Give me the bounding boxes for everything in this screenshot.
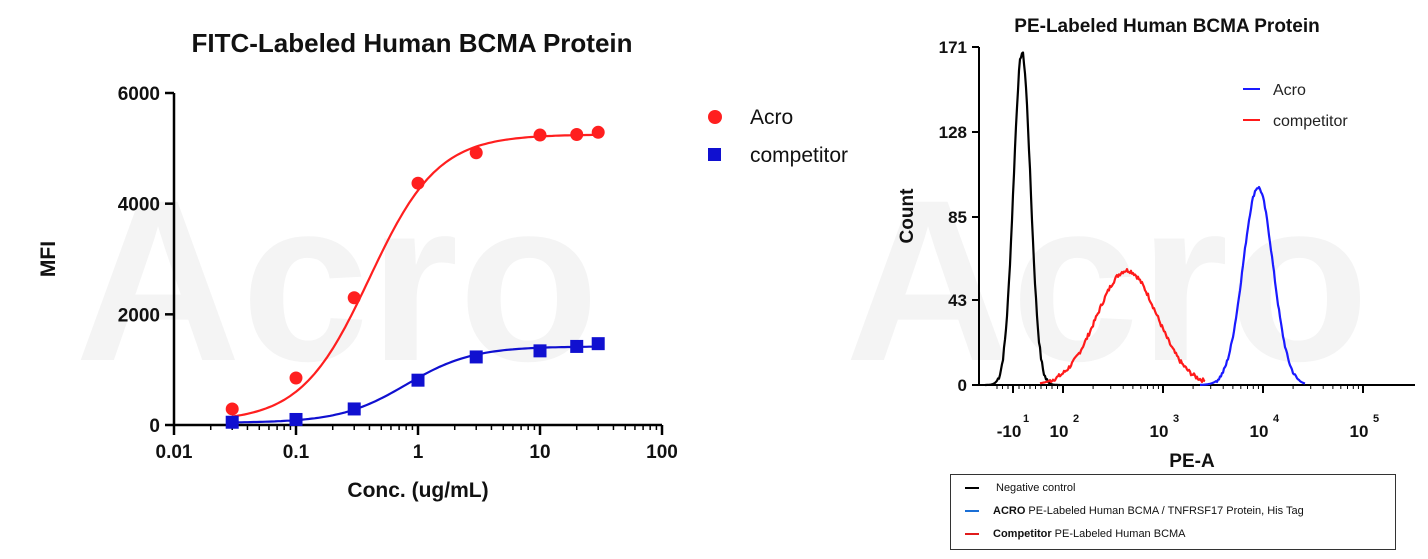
histogram-competitor [1039, 268, 1206, 385]
data-point [469, 146, 483, 160]
right-chart-title: PE-Labeled Human BCMA Protein [1014, 16, 1319, 37]
y-tick-label: 0 [149, 416, 160, 437]
data-point [225, 415, 239, 429]
left-legend: Acro competitor [708, 106, 848, 167]
watermark-left: Acro [75, 152, 599, 409]
bottom-legend-text: Negative control [996, 482, 1076, 494]
data-point [289, 412, 303, 426]
bottom-legend-text: PE-Labeled Human BCMA [1054, 528, 1186, 540]
x-tick-label: 10 [1150, 422, 1169, 441]
right-chart: PE-Labeled Human BCMA Protein 0438512817… [897, 16, 1415, 472]
bottom-legend-bold: ACRO [993, 505, 1026, 517]
data-point [591, 125, 605, 139]
data-point [591, 337, 605, 351]
x-tick-exponent: 3 [1173, 413, 1179, 425]
y-tick-label: 43 [948, 291, 967, 310]
data-point [411, 176, 425, 190]
data-point [411, 373, 425, 387]
right-legend: Acro competitor [1243, 82, 1348, 130]
y-tick-label: 128 [939, 123, 967, 142]
x-tick-label: 0.01 [156, 442, 193, 463]
data-point [469, 350, 483, 364]
x-tick-label: 10 [529, 442, 550, 463]
histogram-acro [1199, 185, 1306, 386]
bottom-legend-item: Competitor PE-Labeled Human BCMA [965, 528, 1186, 540]
left-x-axis-label: Conc. (ug/mL) [347, 479, 488, 502]
bottom-legend-box: Negative control ACRO PE-Labeled Human B… [950, 474, 1396, 550]
data-point [533, 128, 547, 142]
data-point [570, 128, 584, 141]
bottom-legend-text: PE-Labeled Human BCMA / TNFRSF17 Protein… [1028, 505, 1304, 517]
y-tick-label: 2000 [118, 305, 160, 326]
left-chart-title: FITC-Labeled Human BCMA Protein [191, 28, 632, 58]
legend-line-competitor-protein [965, 533, 979, 535]
x-tick-label: 1 [413, 442, 424, 463]
legend-line-acro-protein [965, 510, 979, 512]
x-tick-label: 0.1 [283, 442, 310, 463]
y-tick-label: 4000 [118, 195, 160, 216]
bottom-legend-bold: Competitor [993, 528, 1052, 540]
bottom-legend-item: ACRO PE-Labeled Human BCMA / TNFRSF17 Pr… [965, 505, 1304, 517]
data-point [347, 402, 361, 416]
x-tick-label: 10 [1250, 422, 1269, 441]
data-point [570, 339, 584, 353]
x-tick-exponent: 2 [1073, 413, 1079, 425]
x-tick-label: -10 [997, 422, 1022, 441]
data-point [289, 371, 303, 385]
watermark-right: Acro [845, 152, 1369, 409]
y-tick-label: 171 [939, 38, 967, 57]
bottom-legend-item: Negative control [965, 482, 1076, 494]
x-tick-exponent: 4 [1273, 413, 1280, 425]
right-x-axis-label: PE-A [1169, 451, 1215, 472]
data-point [533, 344, 547, 358]
legend-line-negative-control [965, 487, 979, 489]
right-legend-competitor: competitor [1273, 113, 1348, 130]
data-point [347, 291, 361, 305]
y-tick-label: 0 [958, 376, 967, 395]
legend-marker-competitor [708, 148, 721, 161]
x-tick-exponent: 5 [1373, 413, 1379, 425]
x-tick-label: 10 [1050, 422, 1069, 441]
y-tick-label: 85 [948, 208, 967, 227]
x-tick-label: 100 [646, 442, 678, 463]
legend-marker-acro [708, 110, 722, 124]
right-legend-acro: Acro [1273, 82, 1306, 99]
data-point [225, 402, 239, 416]
left-y-axis-label: MFI [37, 241, 60, 277]
left-legend-acro: Acro [750, 106, 793, 129]
y-tick-label: 6000 [118, 84, 160, 105]
left-chart: FITC-Labeled Human BCMA Protein 0 2000 400… [37, 28, 848, 502]
left-legend-competitor: competitor [750, 144, 848, 167]
x-tick-label: 10 [1350, 422, 1369, 441]
right-y-axis-label: Count [897, 188, 918, 244]
x-tick-exponent: 1 [1023, 413, 1029, 425]
